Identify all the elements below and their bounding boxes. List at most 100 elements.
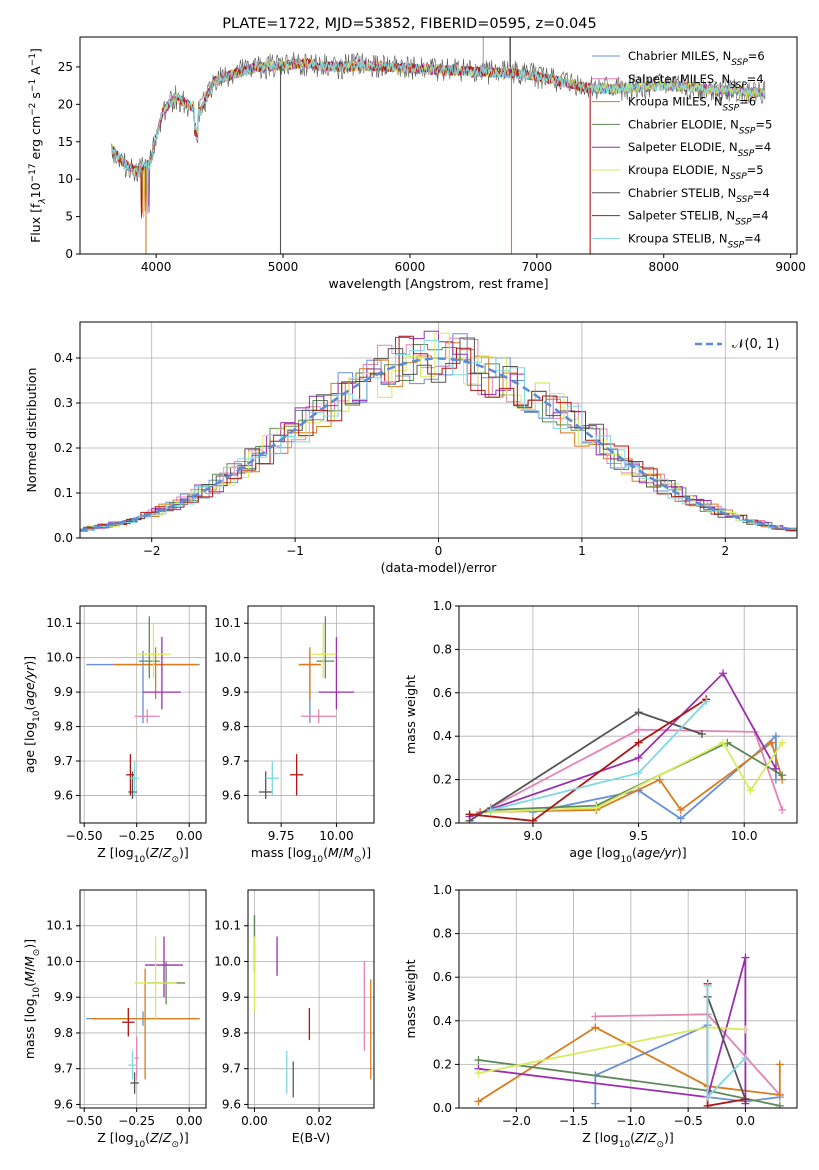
label-part: Flux [f xyxy=(28,203,43,243)
y-tick-label: 9.7 xyxy=(222,754,241,768)
y-tick-label: 9.6 xyxy=(222,788,241,802)
plot-area xyxy=(465,669,787,823)
histogram-series-7 xyxy=(80,337,797,532)
y-axis-label: Normed distribution xyxy=(24,368,39,493)
plot-area xyxy=(111,37,766,254)
y-tick-label: 0.1 xyxy=(54,486,73,500)
legend-label: Salpeter ELODIE, NSSP=4 xyxy=(628,140,771,159)
legend-label: Chabrier MILES, NSSP=6 xyxy=(628,49,765,68)
label-part: )] xyxy=(361,845,371,860)
y-tick-label: 10.0 xyxy=(46,651,73,665)
label-part: Normed distribution xyxy=(24,368,39,493)
mass-weight-series-2 xyxy=(490,728,784,811)
legend-label: Chabrier ELODIE, NSSP=5 xyxy=(628,117,772,136)
x-axis-label: wavelength [Angstrom, rest frame] xyxy=(328,276,548,291)
data-marker xyxy=(741,1053,750,1062)
x-tick-label: 0.0 xyxy=(736,1114,755,1128)
y-tick-label: 0.6 xyxy=(433,686,452,700)
label-part: mass [log xyxy=(22,998,37,1059)
data-marker xyxy=(634,708,643,717)
axes-frame xyxy=(79,36,798,255)
errorbar-point-8 xyxy=(126,754,135,796)
label-part: SSP xyxy=(735,218,752,228)
axes-frame xyxy=(247,889,375,1109)
y-tick-label: 0.2 xyxy=(433,1057,452,1071)
errorbar-point-9 xyxy=(265,761,279,796)
label-part: / xyxy=(22,966,37,971)
label-part: ( xyxy=(323,845,328,860)
label-part: 10 xyxy=(312,855,324,865)
x-tick-label: 0.02 xyxy=(306,1114,333,1128)
label-part: 10 xyxy=(619,1140,631,1150)
errorbar-point-9 xyxy=(128,1050,137,1080)
x-tick-label: −2.0 xyxy=(502,1114,531,1128)
y-tick-label: 15 xyxy=(58,135,73,149)
label-part: ⊙ xyxy=(171,1140,179,1150)
label-part: −17 xyxy=(28,163,38,182)
data-marker xyxy=(591,1099,600,1108)
data-marker xyxy=(771,732,780,741)
axes-frame xyxy=(247,605,375,824)
label-part: age [log xyxy=(22,722,37,773)
label-part: / xyxy=(644,1130,649,1145)
y-tick-label: 0.0 xyxy=(433,1101,452,1115)
panel-4: 9.75 10.00 9.6 9.7 9.8 9.9 10.0 10.1 mass [log10… xyxy=(214,605,375,865)
x-axis-label: Z [log10(Z/Z⊙)] xyxy=(582,1130,674,1150)
data-marker xyxy=(591,1012,600,1021)
data-marker xyxy=(528,808,537,817)
y-tick-label: 9.6 xyxy=(54,788,73,802)
y-tick-label: 10.1 xyxy=(46,919,73,933)
legend-label: Kroupa ELODIE, NSSP=5 xyxy=(628,163,764,182)
label-part: ( xyxy=(22,706,37,711)
legend-label: Kroupa STELIB, NSSP=4 xyxy=(628,231,761,250)
label-part: Z xyxy=(162,845,172,860)
axes: −0.50 −0.25 0.00 9.6 9.7 9.8 9.9 10.0 10.1 Z [log… xyxy=(22,605,207,865)
label-part: −2 xyxy=(28,103,38,116)
x-tick-label: −0.25 xyxy=(118,829,155,843)
label-part: 10 xyxy=(32,987,42,999)
data-marker xyxy=(741,1025,750,1034)
label-part: Chabrier STELIB, N xyxy=(628,186,736,200)
label-part: ( xyxy=(630,1130,635,1145)
data-marker xyxy=(767,738,776,747)
label-part: ] xyxy=(28,48,43,53)
label-part: Salpeter ELODIE, N xyxy=(628,140,738,154)
data-marker xyxy=(676,814,685,823)
label-part: )] xyxy=(22,656,37,666)
label-part: )] xyxy=(179,1130,189,1145)
y-tick-label: 0.6 xyxy=(433,970,452,984)
data-marker xyxy=(634,725,643,734)
panel-7: 0.00 0.02 9.6 9.7 9.8 9.9 10.0 10.1 E(B-V) xyxy=(214,889,375,1145)
label-part: M xyxy=(328,845,339,860)
y-tick-label: 9.9 xyxy=(54,685,73,699)
axes: −2 −1 0 1 2 0.0 0.1 0.2 0.3 0.4 (data-model)/error… xyxy=(24,321,798,575)
mass-weight-series-9 xyxy=(706,985,747,1100)
errorbar-point-6 xyxy=(309,623,337,679)
data-marker xyxy=(528,816,537,823)
label-part: 10 xyxy=(32,710,42,722)
data-marker xyxy=(775,1090,784,1099)
y-tick-label: 1.0 xyxy=(433,883,452,897)
label-part: erg cm xyxy=(28,116,43,164)
label-part: )] xyxy=(22,939,37,949)
errorbar-point-2 xyxy=(134,709,160,724)
x-axis-label: Z [log10(Z/Z⊙)] xyxy=(97,845,189,865)
mass-weight-series-9 xyxy=(490,700,707,811)
data-marker xyxy=(634,769,643,778)
y-tick-label: 0.8 xyxy=(433,642,452,656)
label-part: Salpeter MILES, N xyxy=(628,72,730,86)
x-tick-label: −1.0 xyxy=(616,1114,645,1128)
label-part: Z [log xyxy=(97,845,133,860)
data-marker xyxy=(474,1097,483,1106)
normal-reference-curve xyxy=(80,357,797,532)
panel-6: −0.50 −0.25 0.00 9.6 9.7 9.8 9.9 10.0 10.1 Z [log… xyxy=(22,889,207,1150)
y-tick-label: 9.9 xyxy=(54,990,73,1004)
y-tick-label: 0.3 xyxy=(54,396,73,410)
y-tick-label: 0.2 xyxy=(433,773,452,787)
axes-frame xyxy=(79,605,207,824)
data-marker xyxy=(746,786,755,795)
spectrum-line-9 xyxy=(111,58,766,214)
y-tick-label: 10.1 xyxy=(214,919,241,933)
chart-title: PLATE=1722, MJD=53852, FIBERID=0595, z=0… xyxy=(222,16,596,32)
